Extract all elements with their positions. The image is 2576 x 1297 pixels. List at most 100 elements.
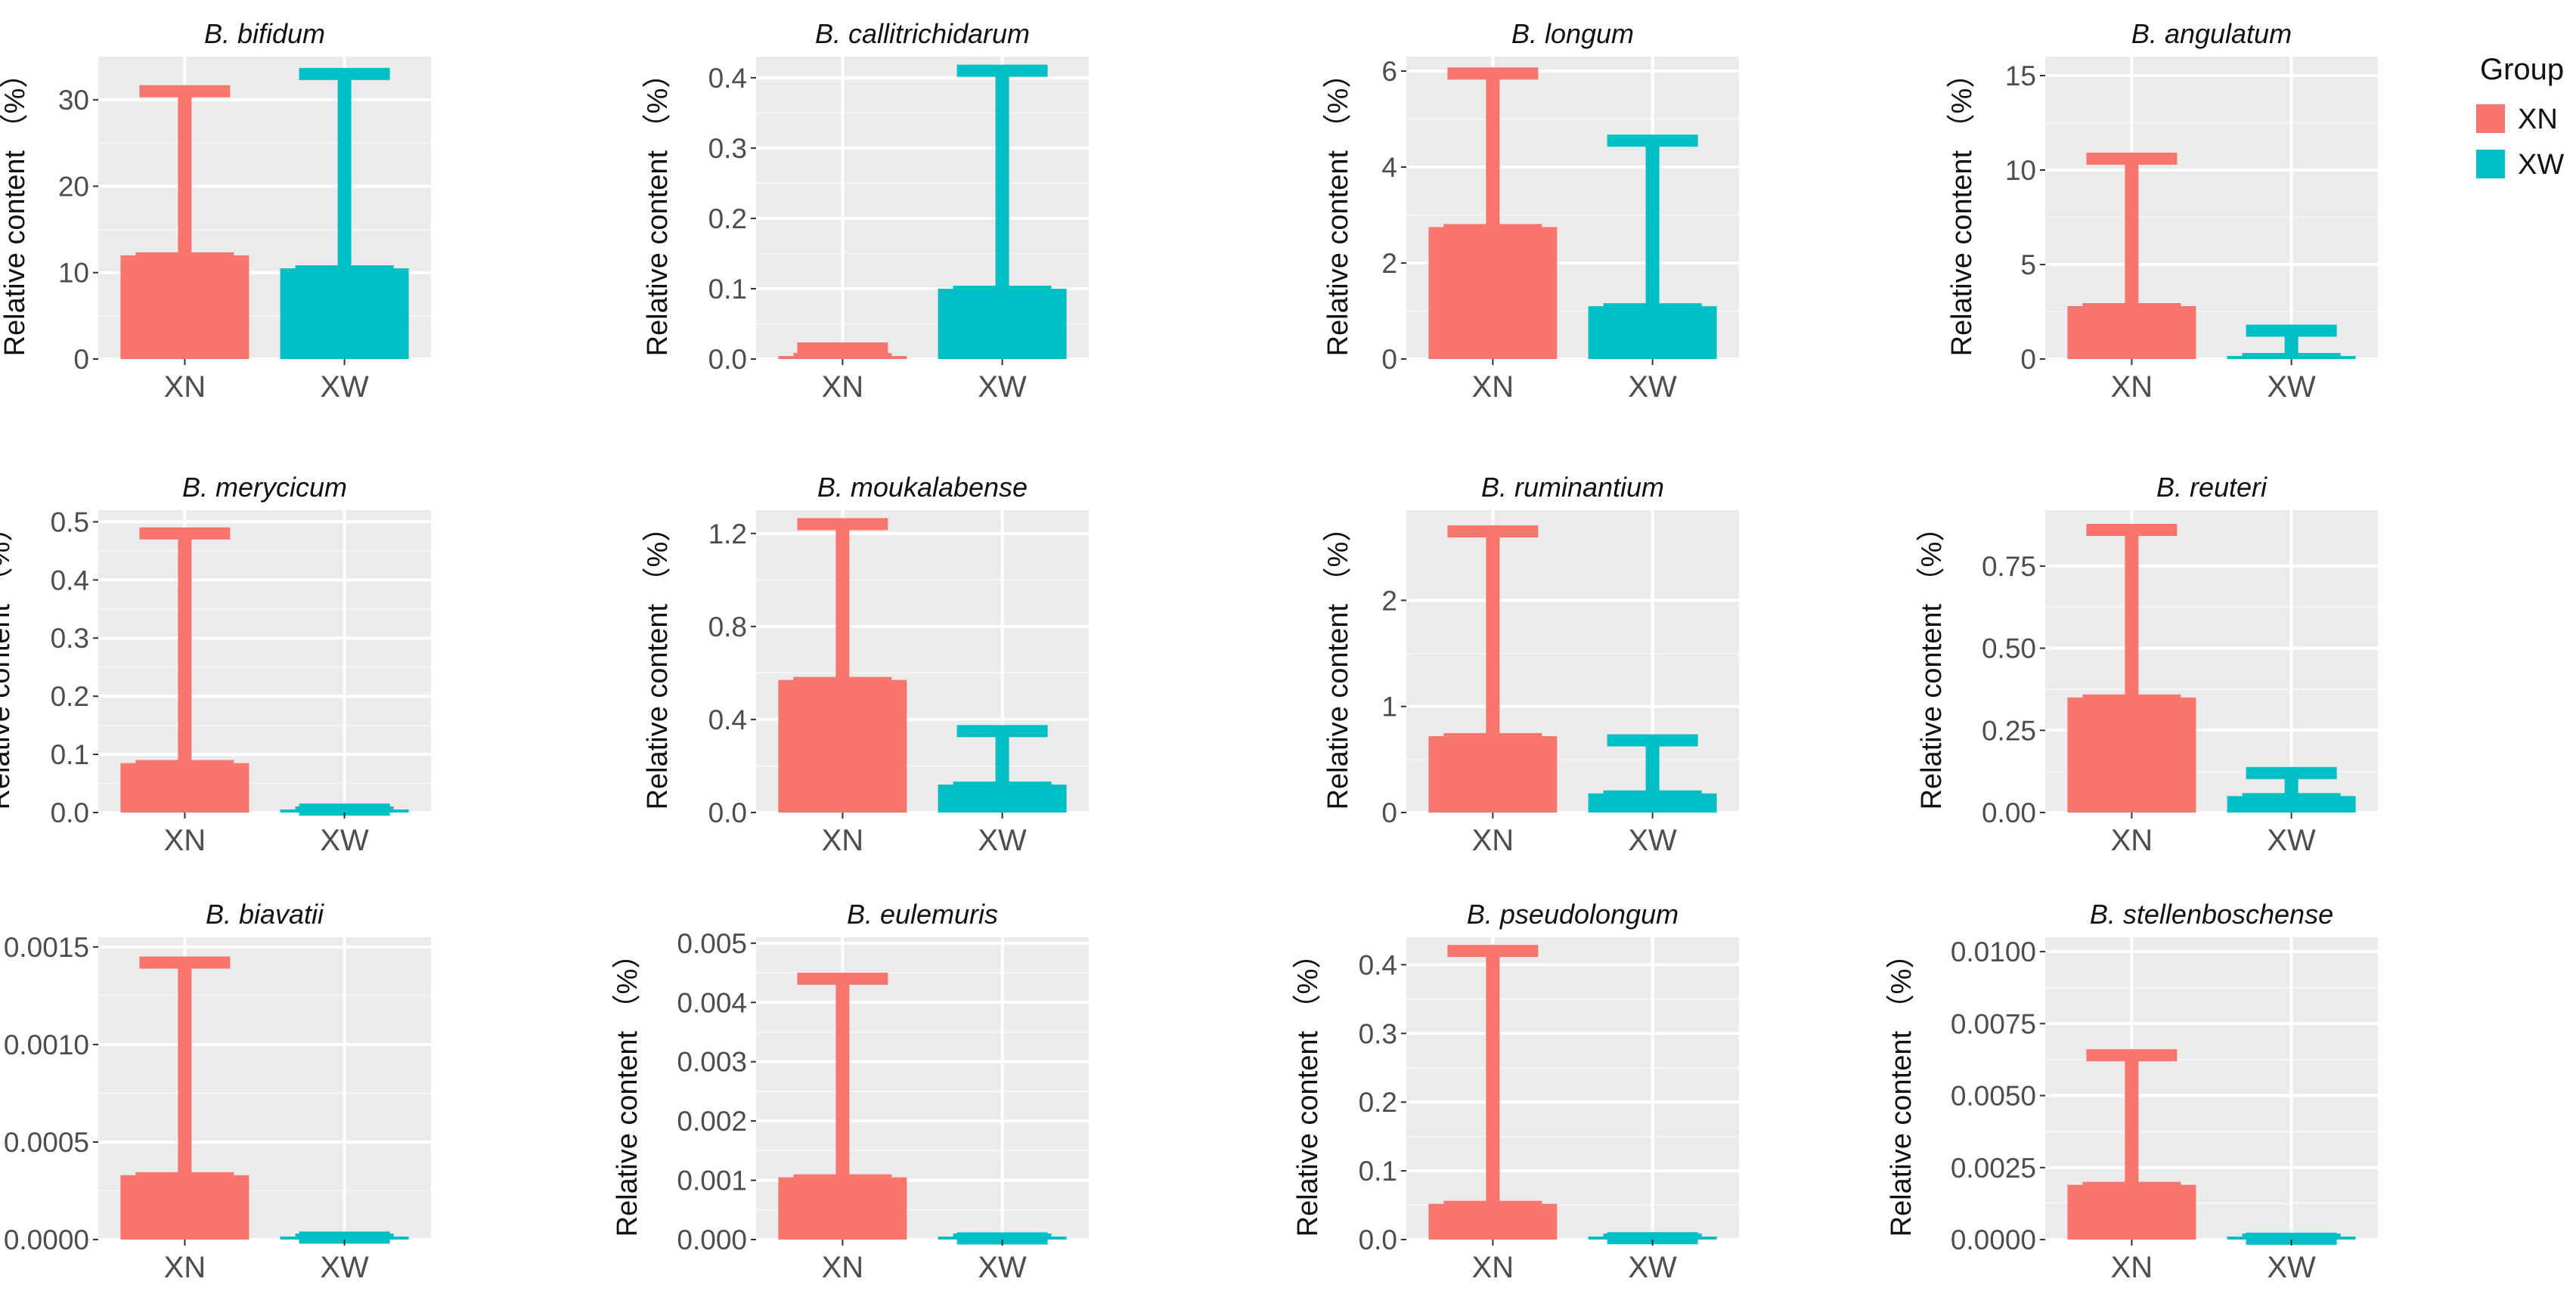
bar-top-xn	[2082, 303, 2181, 309]
y-tick-label: 0	[1381, 344, 1397, 375]
y-tick-label: 6	[1381, 56, 1397, 87]
bar-xw	[280, 268, 409, 359]
bar-top-xw	[953, 782, 1052, 788]
y-tick-label: 0.4	[51, 565, 89, 596]
error-cap-xn	[2086, 1049, 2178, 1062]
bar-xn	[1428, 1203, 1558, 1240]
y-axis-label: Relative content （%）	[1886, 940, 1917, 1237]
y-tick-label: 0.4	[708, 63, 747, 94]
error-cap-xn	[1447, 945, 1539, 958]
bar-xn	[778, 1177, 907, 1240]
y-tick-label: 0.0025	[1951, 1153, 2036, 1184]
y-tick-label: 0.1	[51, 739, 89, 770]
y-tick-label: 0.0075	[1951, 1008, 2036, 1039]
x-tick-label-xn: XN	[164, 824, 206, 857]
y-tick-label: 0.2	[1359, 1087, 1397, 1118]
y-tick-label: 0.2	[51, 681, 89, 712]
bar-top-xw	[2242, 793, 2341, 800]
y-tick-label: 0.5	[51, 506, 89, 537]
x-tick-label-xw: XW	[2267, 824, 2316, 857]
y-axis-label: Relative content （%）	[1946, 60, 1978, 357]
panel-title: B. pseudolongum	[1467, 899, 1679, 930]
bar-top-xw	[953, 285, 1052, 292]
y-tick-label: 0.1	[1359, 1156, 1397, 1187]
y-tick-label: 0.8	[708, 611, 747, 642]
bar-top-xw	[295, 265, 394, 271]
y-tick-label: 0.1	[708, 274, 747, 305]
x-tick-label-xw: XW	[320, 1251, 369, 1284]
panel-title: B. stellenboschense	[2090, 899, 2333, 930]
bar-xn	[120, 1175, 250, 1240]
panel-b-eulemuris: 0.000 0.001 0.002 0.003 0.004 0.005 XN XW B. eul…	[612, 899, 1089, 1284]
y-tick-label: 0.001	[677, 1165, 747, 1196]
y-axis-label: Relative content （%）	[1916, 513, 1948, 810]
x-tick-label-xw: XW	[1628, 370, 1677, 404]
bar-xw	[2227, 796, 2356, 813]
y-tick-label: 4	[1381, 152, 1397, 183]
error-cap-xn	[797, 342, 888, 355]
x-tick-label-xn: XN	[164, 370, 206, 404]
panel-title: B. longum	[1511, 18, 1634, 49]
y-tick-label: 0.0	[51, 797, 89, 828]
panel-b-stellenboschense: 0.0000 0.0025 0.0050 0.0075 0.0100 XN XW B. ste…	[1886, 899, 2378, 1284]
bar-top-xn	[793, 1174, 892, 1181]
error-cap-xn	[1447, 67, 1539, 80]
y-tick-label: 0.0	[708, 797, 747, 828]
error-cap-xw	[2246, 324, 2337, 337]
error-bar-xn	[178, 962, 192, 1240]
plot-background	[1406, 937, 1739, 1240]
legend-label-xw: XW	[2518, 149, 2564, 181]
y-tick-label: 15	[2005, 60, 2036, 91]
bar-xn	[120, 255, 250, 359]
bar-xn	[2067, 306, 2196, 359]
y-tick-label: 0.0015	[4, 932, 89, 963]
y-axis-label: Relative content （%）	[1322, 513, 1354, 810]
bar-top-xn	[1443, 1200, 1542, 1207]
y-tick-label: 0.004	[677, 987, 747, 1018]
y-tick-label: 0	[73, 344, 89, 375]
y-axis-label: Relative content （%）	[642, 513, 674, 810]
y-tick-label: 0.0	[1359, 1224, 1397, 1255]
panel-b-reuteri: 0.00 0.25 0.50 0.75 XN XW B. reuteri Relative c…	[1916, 472, 2378, 857]
bar-top-xw	[2242, 1234, 2341, 1240]
y-tick-label: 0.0050	[1951, 1081, 2036, 1112]
y-tick-label: 0.3	[1359, 1018, 1397, 1049]
panel-b-longum: 0 2 4 6 XN XW B. longum Relative content （%）	[1322, 18, 1739, 404]
bar-top-xw	[295, 806, 394, 813]
y-tick-label: 20	[58, 171, 89, 202]
y-axis-label: Relative content （%）	[0, 60, 31, 357]
bar-xn	[2067, 1184, 2196, 1240]
y-tick-label: 0.005	[677, 928, 747, 959]
bar-top-xn	[135, 1172, 234, 1178]
panel-title: B. ruminantium	[1481, 472, 1664, 503]
bar-top-xw	[295, 1234, 394, 1240]
x-tick-label-xn: XN	[822, 1251, 864, 1284]
error-cap-xw	[1607, 734, 1698, 747]
y-axis-label: Relative content （%）	[612, 940, 643, 1237]
y-tick-label: 0.000	[677, 1224, 747, 1255]
bar-xw	[1588, 306, 1717, 359]
bar-top-xn	[1443, 732, 1542, 739]
y-tick-label: 1.2	[708, 518, 747, 549]
legend-title: Group	[2480, 53, 2564, 86]
bar-top-xw	[2242, 353, 2341, 359]
bar-xw	[938, 288, 1067, 359]
panel-b-ruminantium: 0 1 2 XN XW B. ruminantium Relative content （%…	[1322, 472, 1739, 857]
panel-b-angulatum: 0 5 10 15 XN XW B. angulatum Relative content （…	[1946, 18, 2378, 404]
y-tick-label: 0.0010	[4, 1029, 89, 1060]
bar-top-xn	[1443, 224, 1542, 231]
panel-title: B. angulatum	[2131, 18, 2292, 49]
bar-top-xn	[793, 353, 892, 359]
error-cap-xw	[956, 64, 1048, 77]
y-tick-label: 2	[1381, 585, 1397, 616]
y-tick-label: 0.0000	[1951, 1224, 2036, 1255]
bar-top-xn	[793, 676, 892, 683]
y-tick-label: 0	[2020, 344, 2036, 375]
y-tick-label: 0.002	[677, 1106, 747, 1137]
error-bar-xn	[178, 533, 192, 813]
bar-xn	[120, 763, 250, 813]
legend-label-xn: XN	[2518, 104, 2558, 135]
x-tick-label-xn: XN	[164, 1251, 206, 1284]
y-axis-label: Relative content （%）	[0, 513, 16, 810]
